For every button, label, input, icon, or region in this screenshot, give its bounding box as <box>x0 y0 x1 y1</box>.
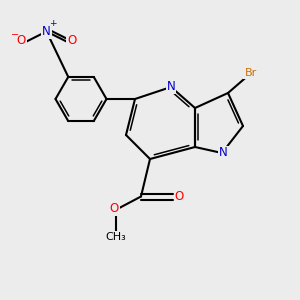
Text: Br: Br <box>244 68 256 79</box>
Text: N: N <box>167 80 176 94</box>
Text: CH₃: CH₃ <box>105 232 126 242</box>
Text: O: O <box>175 190 184 203</box>
Text: −: − <box>11 30 19 40</box>
Text: O: O <box>16 34 26 47</box>
Text: N: N <box>219 146 228 160</box>
Text: O: O <box>110 202 118 215</box>
Text: +: + <box>49 19 57 28</box>
Text: N: N <box>42 25 51 38</box>
Text: O: O <box>68 34 76 47</box>
